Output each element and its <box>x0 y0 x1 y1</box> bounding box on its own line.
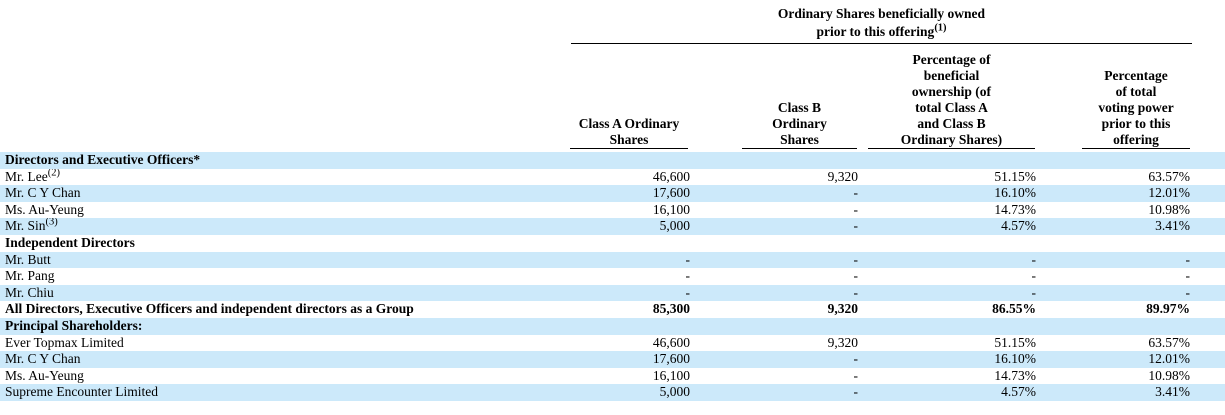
pct-ownership-cell: 16.10% <box>994 351 1036 367</box>
class-b-shares-cell: - <box>853 284 859 300</box>
table-row-group-total: All Directors, Executive Officers and in… <box>0 301 1225 318</box>
table-row-section-independent-directors: Independent Directors <box>0 235 1225 252</box>
class-a-shares-cell: 17,600 <box>652 185 690 201</box>
section-label: Principal Shareholders: <box>5 318 143 334</box>
shareholder-name-cell: Ms. Au-Yeung <box>5 201 84 217</box>
footnote-marker: (1) <box>934 22 947 34</box>
class-a-shares-cell: 5,000 <box>659 218 690 234</box>
footnote-marker: (3) <box>45 218 58 228</box>
class-b-shares-cell: 9,320 <box>827 301 858 317</box>
class-a-shares-cell: 17,600 <box>652 351 690 367</box>
class-a-shares-cell: 16,100 <box>652 367 690 383</box>
class-b-shares-cell: - <box>853 384 859 400</box>
pct-voting-cell: 3.41% <box>1155 384 1190 400</box>
class-a-shares-cell: - <box>685 251 691 267</box>
class-a-shares-cell: 46,600 <box>652 334 690 350</box>
pct-ownership-cell: 14.73% <box>994 367 1036 383</box>
group-header-line1: Ordinary Shares beneficially owned <box>777 6 986 21</box>
shareholder-name-cell: Mr. Butt <box>5 251 51 267</box>
pct-ownership-cell: 4.57% <box>1001 384 1036 400</box>
table-row: Supreme Encounter Limited 5,000 - 4.57% … <box>0 384 1225 401</box>
class-b-shares-cell: - <box>853 251 859 267</box>
table-row-section-directors: Directors and Executive Officers* <box>0 152 1225 169</box>
class-a-shares-cell: 5,000 <box>659 384 690 400</box>
class-a-shares-cell: 16,100 <box>652 201 690 217</box>
pct-voting-cell: 10.98% <box>1148 201 1190 217</box>
shareholder-name-cell: Mr. Sin(3) <box>5 218 58 234</box>
shareholder-name-cell: Mr. C Y Chan <box>5 351 81 367</box>
class-b-shares-cell: - <box>853 218 859 234</box>
class-b-shares-cell: - <box>853 268 859 284</box>
class-a-shares-cell: - <box>685 268 691 284</box>
table-body: Directors and Executive Officers* Mr. Le… <box>0 152 1225 401</box>
table-row-section-principal-shareholders: Principal Shareholders: <box>0 317 1225 335</box>
table-row: Mr. Pang - - - - <box>0 268 1225 285</box>
table-row: Mr. C Y Chan 17,600 - 16.10% 12.01% <box>0 185 1225 202</box>
table-row: Mr. C Y Chan 17,600 - 16.10% 12.01% <box>0 351 1225 368</box>
class-b-shares-cell: - <box>853 185 859 201</box>
pct-ownership-cell: 51.15% <box>994 168 1036 184</box>
pct-voting-cell: - <box>1185 284 1191 300</box>
footnote-marker: (2) <box>47 168 60 179</box>
table-row: Ever Topmax Limited 46,600 9,320 51.15% … <box>0 335 1225 352</box>
shareholder-name-cell: Mr. C Y Chan <box>5 185 81 201</box>
shareholder-name-cell: Mr. Lee(2) <box>5 168 60 184</box>
shareholder-name-cell: Mr. Pang <box>5 268 55 284</box>
pct-ownership-cell: - <box>1031 284 1037 300</box>
pct-ownership-cell: 51.15% <box>994 334 1036 350</box>
group-total-label: All Directors, Executive Officers and in… <box>5 301 414 317</box>
class-b-shares-cell: - <box>853 201 859 217</box>
pct-ownership-cell: - <box>1031 251 1037 267</box>
class-a-shares-cell: 46,600 <box>652 168 690 184</box>
group-header-spanner: Ordinary Shares beneficially owned prior… <box>571 5 1192 44</box>
pct-voting-cell: 12.01% <box>1148 351 1190 367</box>
table-row: Ms. Au-Yeung 16,100 - 14.73% 10.98% <box>0 202 1225 219</box>
pct-voting-cell: 10.98% <box>1148 367 1190 383</box>
pct-voting-cell: 12.01% <box>1148 185 1190 201</box>
column-header-class-a-shares: Class A Ordinary Shares <box>570 46 688 149</box>
pct-ownership-cell: - <box>1031 268 1037 284</box>
table-row: Mr. Chiu - - - - <box>0 284 1225 302</box>
shareholder-name-cell: Mr. Chiu <box>5 284 54 300</box>
pct-voting-cell: 89.97% <box>1146 301 1190 317</box>
pct-voting-cell: 3.41% <box>1155 218 1190 234</box>
class-a-shares-cell: - <box>685 284 691 300</box>
group-header-line2: prior to this offering(1) <box>816 22 947 39</box>
class-b-shares-cell: - <box>853 367 859 383</box>
shareholder-name-cell: Supreme Encounter Limited <box>5 384 158 400</box>
class-a-shares-cell: 85,300 <box>652 301 690 317</box>
column-header-pct-voting-power: Percentage of total voting power prior t… <box>1082 46 1190 149</box>
pct-ownership-cell: 16.10% <box>994 185 1036 201</box>
pct-voting-cell: - <box>1185 268 1191 284</box>
class-b-shares-cell: - <box>853 351 859 367</box>
pct-voting-cell: - <box>1185 251 1191 267</box>
class-b-shares-cell: 9,320 <box>827 334 858 350</box>
table-row: Mr. Lee(2) 46,600 9,320 51.15% 63.57% <box>0 169 1225 186</box>
column-header-pct-beneficial-ownership: Percentage of beneficial ownership (of t… <box>868 46 1035 149</box>
section-label: Independent Directors <box>5 235 135 251</box>
pct-voting-cell: 63.57% <box>1148 334 1190 350</box>
shareholder-name-cell: Ever Topmax Limited <box>5 334 124 350</box>
pct-voting-cell: 63.57% <box>1148 168 1190 184</box>
table-row: Mr. Butt - - - - <box>0 251 1225 269</box>
table-row: Ms. Au-Yeung 16,100 - 14.73% 10.98% <box>0 368 1225 385</box>
class-b-shares-cell: 9,320 <box>827 168 858 184</box>
pct-ownership-cell: 4.57% <box>1001 218 1036 234</box>
section-label: Directors and Executive Officers* <box>5 152 201 168</box>
pct-ownership-cell: 86.55% <box>992 301 1036 317</box>
table-row: Mr. Sin(3) 5,000 - 4.57% 3.41% <box>0 218 1225 235</box>
pct-ownership-cell: 14.73% <box>994 201 1036 217</box>
column-header-class-b-shares: Class B Ordinary Shares <box>742 46 857 149</box>
shareholder-name-cell: Ms. Au-Yeung <box>5 367 84 383</box>
